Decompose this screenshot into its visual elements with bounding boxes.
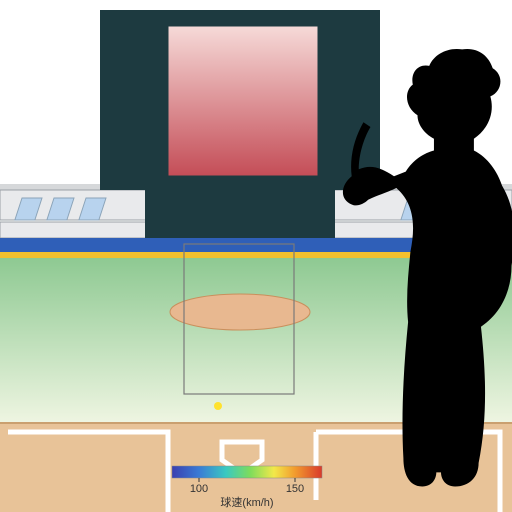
scoreboard-base bbox=[145, 190, 335, 240]
legend-tick-label: 100 bbox=[190, 483, 208, 495]
pitch-location-diagram: 100 150 球速(km/h) bbox=[0, 0, 512, 512]
pitchers-mound bbox=[170, 294, 310, 330]
pitch-marker bbox=[214, 402, 222, 410]
speed-legend-bar bbox=[172, 466, 322, 478]
legend-tick-label: 150 bbox=[286, 483, 304, 495]
scoreboard-screen bbox=[168, 26, 318, 176]
legend-axis-label: 球速(km/h) bbox=[220, 495, 273, 509]
